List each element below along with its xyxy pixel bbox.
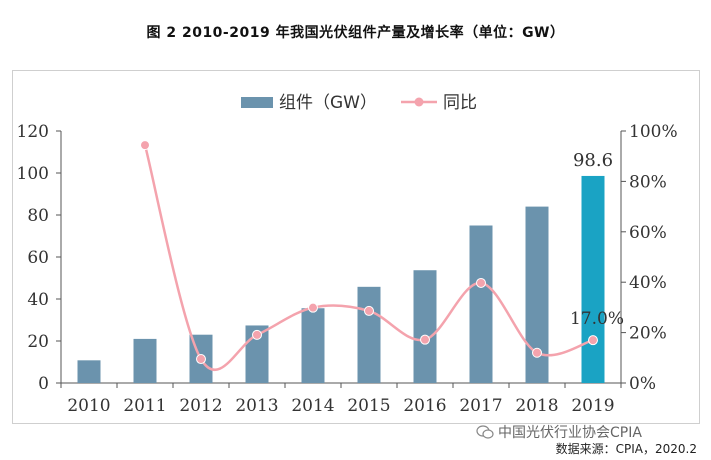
left-tick-label: 80 <box>27 206 49 226</box>
chart-title: 图 2 2010-2019 年我国光伏组件产量及增长率（单位：GW） <box>146 25 565 41</box>
left-tick-label: 40 <box>27 290 49 310</box>
legend-label-bar: 组件（GW） <box>279 93 377 113</box>
right-tick-label: 40% <box>629 273 667 293</box>
watermark-text: 中国光伏行业协会CPIA <box>498 425 642 441</box>
legend-swatch-marker <box>414 97 424 107</box>
growth-point <box>420 334 430 345</box>
x-tick-label: 2014 <box>291 396 334 416</box>
x-tick-label: 2013 <box>235 396 278 416</box>
x-tick-label: 2019 <box>571 396 614 416</box>
bar <box>301 308 325 383</box>
bar <box>357 286 381 383</box>
chart-frame: 0 20 40 60 80 100 120 0% 20% 40% 60% 80% 100% 2010 201… <box>12 70 700 424</box>
x-tick-label: 2017 <box>459 396 502 416</box>
bar <box>581 175 605 383</box>
source-note: 数据来源：CPIA，2020.2 <box>555 442 697 456</box>
growth-point <box>532 347 542 358</box>
x-tick-label: 2012 <box>179 396 222 416</box>
right-tick-label: 60% <box>629 223 667 243</box>
bar <box>525 206 549 383</box>
x-tick-label: 2016 <box>403 396 446 416</box>
bar-series <box>77 175 605 383</box>
legend: 组件（GW） 同比 <box>241 93 477 113</box>
bar-data-label: 98.6 <box>573 150 613 171</box>
left-tick-label: 0 <box>38 374 49 394</box>
line-data-label: 17.0% <box>570 309 624 329</box>
left-tick-label: 100 <box>17 164 49 184</box>
chart: 0 20 40 60 80 100 120 0% 20% 40% 60% 80% 100% 2010 201… <box>17 93 678 416</box>
wechat-icon <box>476 425 494 439</box>
growth-point <box>308 302 318 313</box>
x-tick-label: 2018 <box>515 396 558 416</box>
watermark: 中国光伏行业协会CPIA <box>476 422 642 442</box>
x-tick-label: 2015 <box>347 396 390 416</box>
growth-point <box>588 335 598 346</box>
growth-point <box>140 140 150 151</box>
x-tick-label: 2010 <box>67 396 110 416</box>
legend-label-line: 同比 <box>443 93 477 113</box>
bar <box>77 360 101 383</box>
bar <box>413 270 437 383</box>
bar <box>133 338 157 383</box>
left-tick-label: 60 <box>27 248 49 268</box>
bar <box>469 225 493 383</box>
right-tick-label: 0% <box>629 374 656 394</box>
line-series <box>140 140 598 371</box>
growth-point <box>252 329 262 340</box>
legend-swatch-bar <box>241 97 273 108</box>
growth-point <box>476 277 486 288</box>
x-tick-label: 2011 <box>123 396 166 416</box>
axes: 0 20 40 60 80 100 120 0% 20% 40% 60% 80% 100% 2010 201… <box>17 122 678 416</box>
growth-point <box>364 305 374 316</box>
right-tick-label: 80% <box>629 172 667 192</box>
right-tick-label: 100% <box>629 122 678 142</box>
right-tick-label: 20% <box>629 324 667 344</box>
growth-point <box>196 354 206 365</box>
left-tick-label: 120 <box>17 122 49 142</box>
left-tick-label: 20 <box>27 332 49 352</box>
data-labels: 98.6 17.0% <box>570 150 624 329</box>
